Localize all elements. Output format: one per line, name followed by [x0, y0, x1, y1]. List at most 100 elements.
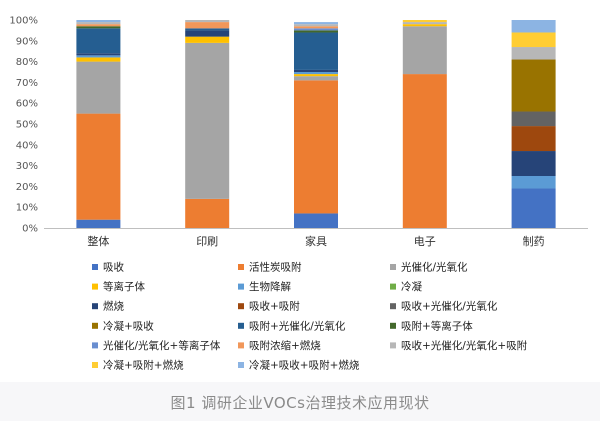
- bar-segment: [294, 213, 338, 228]
- legend-swatch: [92, 264, 98, 270]
- legend-swatch: [238, 283, 244, 290]
- legend-label: 冷凝+吸收: [103, 319, 154, 332]
- bar-segment: [76, 55, 121, 58]
- bar-segment: [511, 32, 556, 48]
- y-tick-label: 90%: [16, 36, 38, 47]
- legend-swatch: [390, 342, 396, 349]
- legend-swatch: [390, 322, 396, 329]
- legend-label: 吸附+等离子体: [401, 319, 473, 332]
- bar-segment: [76, 219, 121, 228]
- bar-segment: [511, 20, 556, 33]
- bar-segment: [76, 22, 121, 25]
- bar-segment: [185, 30, 230, 37]
- bar-segment: [294, 69, 338, 72]
- x-tick-label: 电子: [414, 235, 436, 248]
- bar-segment: [76, 57, 121, 62]
- bar-segment: [511, 59, 556, 112]
- chart-panel: 0% 10% 20% 30% 40% 50% 60% 70% 80% 90% 100% 整体 印刷 家具…: [9, 15, 588, 372]
- x-tick-label: 整体: [87, 234, 109, 248]
- bar-segment: [185, 36, 230, 43]
- y-tick-label: 40%: [16, 140, 38, 151]
- legend-label: 生物降解: [249, 280, 291, 293]
- bar-segment: [294, 32, 338, 70]
- legend-swatch: [238, 322, 244, 329]
- legend-label: 吸收: [103, 261, 124, 274]
- legend-swatch: [92, 303, 98, 310]
- y-tick-label: 60%: [16, 99, 38, 110]
- bar-segment: [76, 113, 121, 220]
- y-tick-label: 20%: [16, 182, 38, 193]
- bar-segment: [402, 22, 447, 25]
- legend-label: 光催化/光氧化: [401, 261, 468, 274]
- bar-segment: [185, 22, 230, 29]
- legend-label: 吸收+光催化/光氧化: [401, 300, 498, 313]
- bar-segment: [185, 198, 230, 228]
- bar-segment: [294, 28, 338, 31]
- bar-segment: [185, 20, 230, 23]
- legend-label: 吸附浓缩+燃烧: [249, 339, 321, 352]
- bar-segment: [294, 24, 338, 27]
- bar-segment: [294, 26, 338, 29]
- legend-swatch: [390, 283, 396, 290]
- legend-swatch: [92, 322, 98, 329]
- bar-segment: [294, 76, 338, 81]
- legend-label: 活性炭吸附: [249, 261, 302, 274]
- x-tick-label: 印刷: [196, 235, 218, 248]
- legend-label: 光催化/光氧化+等离子体: [103, 339, 221, 352]
- bar-segment: [76, 20, 121, 23]
- legend-swatch: [92, 283, 98, 290]
- y-tick-label: 0%: [22, 224, 38, 235]
- bar-segment: [511, 111, 556, 127]
- bar-segment: [511, 47, 556, 60]
- y-tick-label: 30%: [16, 161, 38, 172]
- bar-segment: [76, 28, 121, 54]
- bar-segment: [402, 26, 447, 75]
- bar-segment: [294, 80, 338, 214]
- y-tick-label: 100%: [9, 16, 38, 27]
- legend-swatch: [390, 303, 396, 310]
- legend-label: 等离子体: [103, 280, 145, 293]
- legend-label: 吸附+光催化/光氧化: [249, 319, 346, 332]
- legend-swatch: [238, 264, 244, 270]
- legend-label: 吸收+光催化/光氧化+吸附: [401, 339, 528, 352]
- bar-segment: [511, 176, 556, 189]
- legend-label: 冷凝: [401, 280, 422, 293]
- bar-segment: [76, 61, 121, 114]
- legend-label: 冷凝+吸收+吸附+燃烧: [249, 359, 360, 372]
- bar-segment: [76, 53, 121, 56]
- bar-segment: [402, 20, 447, 23]
- legend-swatch: [390, 264, 396, 270]
- x-tick-label: 家具: [305, 234, 327, 248]
- y-tick-label: 80%: [16, 57, 38, 68]
- stacked-bar-chart: 0% 10% 20% 30% 40% 50% 60% 70% 80% 90% 100% 整体 印刷 家具…: [9, 16, 588, 372]
- bar-segment: [294, 72, 338, 75]
- bar-segment: [185, 28, 230, 31]
- bar-segment: [76, 24, 121, 27]
- legend-label: 冷凝+吸附+燃烧: [103, 359, 184, 372]
- y-tick-label: 10%: [16, 203, 38, 214]
- bar-segment: [76, 26, 121, 29]
- y-axis: 0% 10% 20% 30% 40% 50% 60% 70% 80% 90% 100%: [9, 16, 588, 235]
- y-tick-label: 70%: [16, 78, 38, 89]
- bar-segment: [294, 22, 338, 25]
- bars: [76, 20, 556, 228]
- bar-segment: [511, 188, 556, 228]
- bar-segment: [294, 30, 338, 33]
- legend-label: 燃烧: [103, 300, 124, 313]
- bar-segment: [511, 151, 556, 176]
- legend-swatch: [238, 342, 244, 349]
- y-tick-label: 50%: [16, 120, 38, 131]
- legend-label: 吸收+吸附: [249, 300, 300, 313]
- bar-segment: [402, 74, 447, 228]
- bar-segment: [185, 42, 230, 199]
- legend-swatch: [92, 362, 98, 368]
- bar-segment: [294, 74, 338, 77]
- x-axis: 整体 印刷 家具 电子 制药: [87, 234, 544, 248]
- legend-swatch: [238, 303, 244, 310]
- figure-caption: 图1 调研企业VOCs治理技术应用现状: [170, 394, 430, 412]
- x-tick-label: 制药: [523, 235, 545, 248]
- legend-swatch: [238, 362, 244, 368]
- legend-swatch: [92, 342, 98, 349]
